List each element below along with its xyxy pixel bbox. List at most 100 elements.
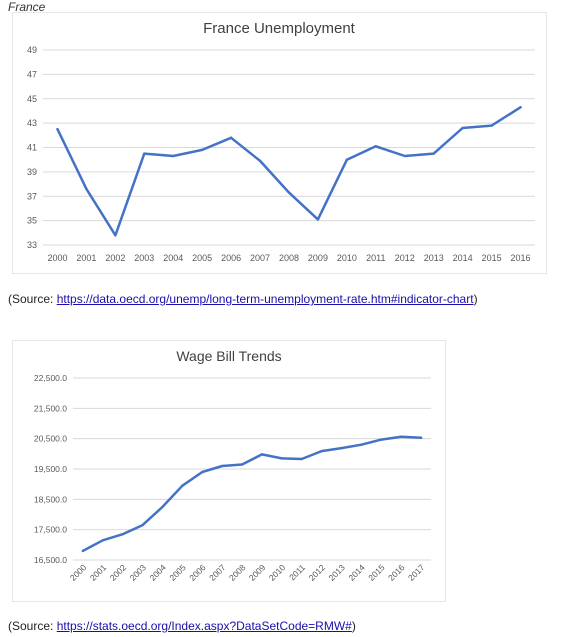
x-tick-label: 2003 (128, 562, 149, 583)
data-point (121, 533, 124, 536)
y-tick-label: 35 (27, 216, 37, 226)
data-point (287, 191, 291, 194)
x-tick-label: 2010 (337, 253, 357, 263)
wage-bill-svg: Wage Bill Trends 16,500.0 17,500.0 18,500.0… (34, 348, 431, 583)
data-point (403, 154, 406, 158)
data-point (280, 457, 284, 460)
source-1-suffix: ) (473, 292, 478, 306)
series-line (56, 106, 522, 237)
x-tick-label: 2015 (366, 562, 387, 583)
y-tick-label: 41 (27, 143, 37, 153)
x-tick-label: 2013 (326, 562, 347, 583)
x-tick-label: 2014 (453, 253, 473, 263)
data-point (316, 218, 320, 221)
x-tick-label: 2015 (482, 253, 502, 263)
data-point (172, 154, 175, 158)
x-tick-label: 2001 (88, 562, 109, 583)
y-tick-label: 22,500.0 (34, 373, 67, 383)
data-point (461, 126, 464, 130)
page-heading: France (8, 0, 46, 14)
data-point (220, 464, 224, 468)
x-tick-label: 2011 (366, 253, 385, 263)
data-point (141, 523, 144, 527)
source-1-link[interactable]: https://data.oecd.org/unemp/long-term-un… (56, 292, 474, 306)
series-line (81, 435, 423, 553)
data-point (340, 446, 343, 450)
data-point (399, 435, 403, 439)
data-point (360, 443, 363, 446)
data-point (56, 128, 59, 131)
y-tick-label: 18,500.0 (34, 494, 67, 504)
x-tick-label: 2007 (250, 253, 270, 263)
y-tick-label: 49 (27, 45, 37, 55)
chart-title: Wage Bill Trends (176, 348, 281, 364)
x-tick-label: 2003 (134, 253, 154, 263)
x-tick-label: 2004 (163, 253, 183, 263)
data-point (345, 158, 349, 161)
y-tick-label: 19,500.0 (34, 464, 67, 474)
x-tick-label: 2012 (307, 562, 328, 583)
source-1-prefix: (Source: (8, 292, 57, 306)
y-tick-label: 37 (27, 191, 37, 201)
y-tick-label: 43 (27, 118, 37, 128)
y-tick-label: 17,500.0 (34, 525, 67, 535)
chart-title: France Unemployment (203, 20, 356, 37)
data-point (320, 449, 323, 453)
x-tick-label: 2002 (105, 253, 125, 263)
data-point (258, 159, 262, 163)
data-point (419, 436, 423, 439)
x-tick-label: 2006 (221, 253, 241, 263)
x-tick-label: 2000 (68, 562, 89, 583)
y-tick-label: 33 (27, 240, 37, 250)
y-tick-label: 20,500.0 (34, 434, 67, 444)
data-point (81, 549, 85, 553)
x-tick-label: 2004 (147, 562, 168, 583)
data-point (200, 148, 204, 152)
x-tick-label: 2001 (76, 253, 96, 263)
data-point (161, 505, 164, 509)
x-tick-label: 2007 (207, 562, 228, 583)
data-point (229, 136, 233, 139)
data-point (201, 470, 204, 474)
x-tick-label: 2002 (108, 562, 129, 583)
y-tick-label: 21,500.0 (34, 403, 67, 413)
x-tick-label: 2009 (308, 253, 328, 263)
x-tick-label: 2013 (424, 253, 444, 263)
x-tick-label: 2009 (247, 562, 268, 583)
x-tick-label: 2010 (267, 562, 288, 583)
x-tick-label: 2006 (187, 562, 208, 583)
x-tick-label: 2000 (47, 253, 67, 263)
source-2-prefix: (Source: (8, 619, 57, 633)
data-point (85, 187, 88, 191)
data-point (374, 145, 378, 148)
data-point (240, 463, 244, 466)
data-point (260, 453, 264, 456)
x-tick-label: 2008 (279, 253, 299, 263)
x-tick-label: 2014 (346, 562, 367, 583)
data-point (490, 124, 493, 127)
france-unemployment-chart: France Unemployment 33 35 37 39 41 43 45 47 49 200… (12, 12, 547, 274)
source-2-link[interactable]: https://stats.oecd.org/Index.aspx?DataSe… (56, 619, 352, 633)
data-point (181, 484, 184, 487)
x-tick-label: 2017 (406, 562, 427, 583)
data-point (300, 457, 303, 461)
data-point (114, 234, 117, 237)
x-tick-label: 2012 (395, 253, 415, 263)
y-tick-label: 16,500.0 (34, 555, 67, 565)
x-tick-label: 2016 (386, 562, 407, 583)
data-point (101, 539, 105, 542)
y-tick-label: 45 (27, 94, 37, 104)
source-2-suffix: ) (351, 619, 356, 633)
x-tick-label: 2005 (192, 253, 212, 263)
source-line-2: (Source: https://stats.oecd.org/Index.as… (8, 619, 356, 633)
y-tick-label: 47 (27, 69, 37, 79)
source-line-1: (Source: https://data.oecd.org/unemp/lon… (8, 292, 478, 306)
y-tick-label: 39 (27, 167, 37, 177)
data-point (380, 438, 383, 441)
data-point (432, 152, 435, 155)
data-point (519, 106, 522, 109)
france-unemployment-svg: France Unemployment 33 35 37 39 41 43 45 47 49 200… (27, 20, 535, 263)
x-tick-label: 2016 (511, 253, 531, 263)
data-point (143, 152, 146, 155)
x-tick-label: 2005 (167, 562, 188, 583)
